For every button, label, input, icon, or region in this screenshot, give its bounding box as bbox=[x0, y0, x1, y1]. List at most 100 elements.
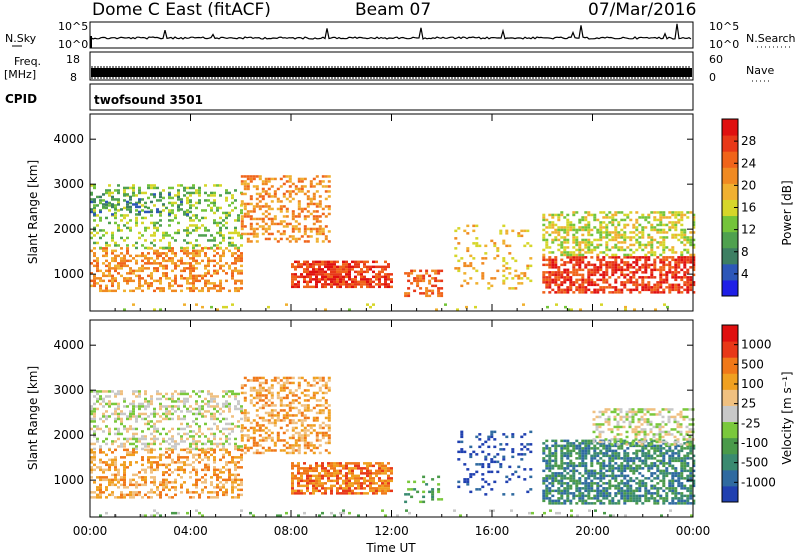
scatter-cell bbox=[599, 266, 603, 269]
scatter-cell bbox=[566, 494, 570, 498]
scatter-cell bbox=[554, 281, 558, 284]
scatter-cell bbox=[475, 470, 479, 474]
scatter-cell bbox=[566, 286, 570, 289]
scatter-cell bbox=[126, 437, 129, 441]
scatter-cell bbox=[416, 279, 420, 283]
scatter-cell bbox=[288, 404, 292, 407]
scatter-cell bbox=[551, 258, 555, 262]
scatter-cell bbox=[554, 472, 558, 475]
scatter-cell bbox=[297, 484, 300, 488]
scatter-cell bbox=[240, 264, 243, 268]
scatter-cell bbox=[638, 231, 642, 234]
scatter-cell bbox=[105, 488, 108, 492]
scatter-cell bbox=[258, 451, 262, 455]
scatter-cell bbox=[635, 261, 639, 264]
scatter-cell bbox=[306, 394, 310, 397]
scatter-cell bbox=[93, 412, 96, 416]
scatter-cell bbox=[123, 461, 126, 464]
scatter-cell bbox=[566, 246, 570, 249]
scatter-cell bbox=[542, 218, 546, 222]
scatter-cell bbox=[231, 390, 234, 393]
scatter-cell bbox=[692, 258, 696, 262]
scatter-cell bbox=[252, 396, 256, 400]
scatter-cell bbox=[653, 261, 657, 264]
scatter-cell bbox=[614, 286, 618, 289]
scatter-cell bbox=[312, 482, 315, 485]
scatter-cell bbox=[135, 216, 138, 220]
scatter-cell bbox=[291, 449, 295, 452]
scatter-cell bbox=[165, 231, 168, 235]
scatter-cell bbox=[575, 211, 579, 214]
scatter-cell bbox=[677, 286, 681, 289]
scatter-cell bbox=[216, 486, 219, 489]
scatter-cell bbox=[273, 404, 277, 407]
scatter-cell bbox=[162, 405, 165, 408]
scatter-cell bbox=[189, 410, 192, 413]
scatter-cell bbox=[614, 271, 618, 274]
scatter-cell bbox=[554, 291, 558, 294]
scatter-cell bbox=[123, 262, 126, 265]
scatter-cell bbox=[635, 288, 639, 292]
scatter-cell bbox=[222, 287, 225, 290]
scatter-cell bbox=[222, 486, 225, 489]
scatter-cell bbox=[285, 429, 289, 432]
scatter-cell bbox=[575, 236, 579, 239]
scatter-cell bbox=[249, 426, 253, 430]
scatter-cell bbox=[502, 458, 506, 461]
scatter-cell bbox=[692, 216, 696, 219]
scatter-cell bbox=[246, 411, 250, 415]
scatter-cell bbox=[285, 237, 289, 241]
scatter-cell bbox=[165, 486, 168, 489]
scatter-cell bbox=[285, 414, 289, 417]
scatter-cell bbox=[180, 392, 183, 396]
scatter-cell bbox=[557, 487, 561, 490]
scatter-cell bbox=[102, 203, 105, 206]
scatter-cell bbox=[225, 262, 228, 265]
scatter-cell bbox=[520, 453, 524, 456]
scatter-cell bbox=[318, 426, 322, 430]
scatter-cell bbox=[159, 262, 162, 265]
scatter-cell bbox=[243, 185, 247, 188]
scatter-cell bbox=[114, 289, 117, 293]
scatter-cell bbox=[153, 456, 156, 459]
scatter-cell bbox=[545, 494, 549, 498]
scatter-cell bbox=[366, 270, 369, 274]
scatter-cell bbox=[240, 493, 243, 497]
scatter-cell bbox=[336, 464, 339, 468]
scatter-cell bbox=[348, 275, 351, 279]
scatter-cell bbox=[614, 233, 618, 237]
scatter-cell bbox=[117, 468, 120, 472]
scatter-cell bbox=[345, 472, 348, 475]
scatter-cell bbox=[557, 464, 561, 468]
scatter-cell bbox=[505, 232, 509, 235]
scatter-cell bbox=[186, 196, 189, 200]
scatter-cell bbox=[165, 447, 168, 451]
scatter-cell bbox=[581, 226, 585, 229]
scatter-cell bbox=[138, 213, 141, 216]
scatter-cell bbox=[354, 464, 357, 468]
scatter-cell bbox=[348, 472, 351, 475]
scatter-cell bbox=[186, 458, 189, 462]
scatter-cell bbox=[674, 236, 678, 239]
scatter-cell bbox=[147, 210, 150, 214]
scatter-cell bbox=[90, 458, 93, 462]
scatter-cell bbox=[270, 414, 274, 417]
scatter-cell bbox=[99, 269, 102, 273]
scatter-cell bbox=[315, 376, 319, 380]
scatter-cell bbox=[327, 175, 331, 178]
scatter-cell bbox=[545, 464, 549, 468]
scatter-cell bbox=[508, 465, 512, 469]
scatter-cell bbox=[132, 451, 135, 454]
scatter-cell bbox=[231, 427, 234, 431]
scatter-cell bbox=[126, 272, 129, 275]
scatter-cell bbox=[213, 269, 216, 273]
scatter-cell bbox=[297, 263, 300, 266]
scatter-cell bbox=[183, 415, 186, 418]
scatter-cell bbox=[141, 463, 144, 467]
scatter-cell bbox=[375, 265, 378, 269]
scatter-cell bbox=[228, 244, 231, 247]
scatter-cell bbox=[560, 472, 564, 475]
scatter-cell bbox=[258, 195, 262, 198]
scatter-cell bbox=[276, 200, 280, 203]
scatter-cell bbox=[623, 281, 627, 284]
